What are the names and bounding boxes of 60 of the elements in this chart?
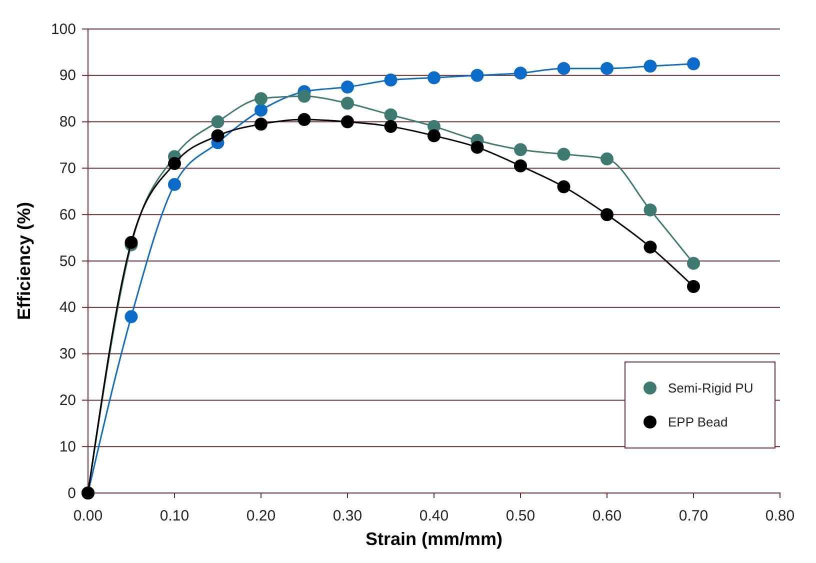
point bbox=[687, 57, 700, 70]
point bbox=[168, 157, 181, 170]
point bbox=[557, 180, 570, 194]
point bbox=[687, 256, 700, 270]
y-tick-label: 10 bbox=[59, 438, 76, 456]
point bbox=[514, 66, 527, 80]
y-tick-label: 50 bbox=[59, 252, 76, 270]
y-tick-label: 40 bbox=[59, 299, 76, 316]
point bbox=[470, 68, 484, 82]
point bbox=[557, 148, 570, 161]
point bbox=[514, 159, 527, 172]
point bbox=[428, 129, 440, 142]
y-tick-label: 90 bbox=[59, 67, 76, 84]
y-tick-label: 60 bbox=[59, 206, 76, 224]
y-tick-label: 30 bbox=[59, 346, 76, 363]
point bbox=[298, 112, 311, 126]
y-tick-label: 0 bbox=[68, 484, 76, 502]
y-axis-title: Efficiency (%) bbox=[14, 202, 34, 320]
point bbox=[557, 62, 570, 75]
y-tick-label: 100 bbox=[50, 20, 76, 38]
point bbox=[384, 74, 398, 87]
point bbox=[600, 62, 614, 75]
x-tick-label: 0.50 bbox=[506, 508, 536, 525]
point bbox=[644, 60, 657, 73]
point bbox=[254, 118, 268, 131]
point bbox=[428, 71, 440, 84]
x-tick-label: 0.60 bbox=[592, 508, 622, 525]
point bbox=[384, 120, 398, 133]
point bbox=[298, 90, 311, 103]
legend-label: EPP Bead bbox=[668, 414, 728, 430]
point bbox=[254, 92, 268, 106]
x-tick-label: 0.20 bbox=[246, 508, 276, 525]
point bbox=[168, 178, 181, 191]
point bbox=[600, 208, 614, 222]
point bbox=[644, 240, 657, 254]
legend-label: Semi-Rigid PU bbox=[668, 380, 754, 396]
point bbox=[384, 108, 398, 122]
x-tick-label: 0.10 bbox=[160, 508, 190, 525]
y-tick-label: 80 bbox=[59, 114, 76, 131]
y-tick-label: 20 bbox=[59, 392, 76, 409]
point bbox=[124, 236, 138, 249]
x-tick-label: 0.70 bbox=[678, 508, 708, 525]
point bbox=[600, 152, 614, 166]
y-tick-label: 70 bbox=[59, 160, 76, 177]
point bbox=[341, 96, 354, 110]
point bbox=[341, 115, 354, 128]
x-tick-label: 0.30 bbox=[332, 508, 362, 525]
x-tick-label: 0.80 bbox=[765, 508, 795, 525]
point bbox=[470, 140, 484, 154]
point bbox=[211, 129, 224, 142]
point bbox=[644, 203, 657, 216]
x-tick-label: 0.00 bbox=[73, 508, 103, 525]
x-axis-title: Strain (mm/mm) bbox=[365, 529, 503, 549]
point bbox=[514, 143, 527, 156]
point bbox=[211, 115, 224, 128]
point bbox=[124, 310, 138, 324]
point bbox=[254, 104, 268, 117]
point bbox=[687, 280, 700, 294]
x-tick-label: 0.40 bbox=[419, 508, 449, 525]
point bbox=[341, 80, 354, 94]
